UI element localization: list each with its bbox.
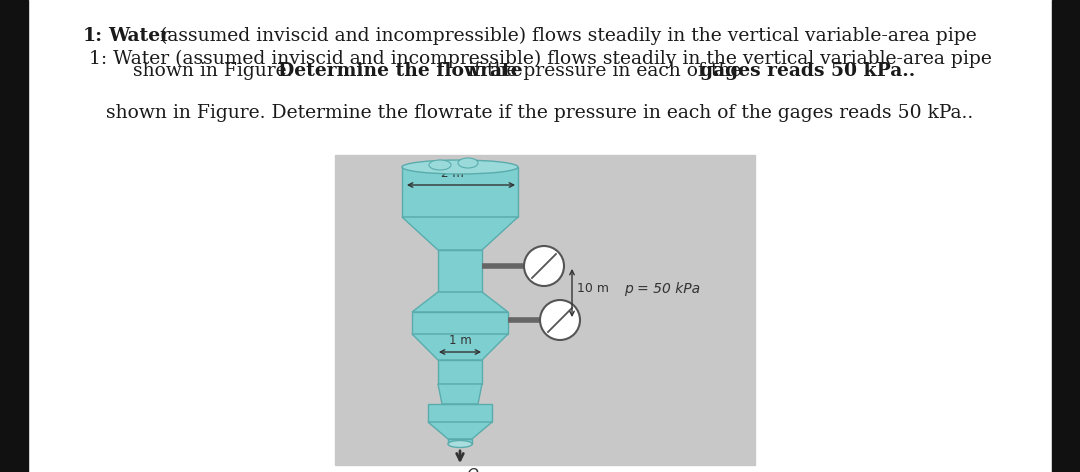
Polygon shape (428, 404, 492, 422)
Text: shown in Figure. Determine the flowrate if the pressure in each of the gages rea: shown in Figure. Determine the flowrate … (106, 104, 974, 122)
Text: (assumed inviscid and incompressible) flows steadily in the vertical variable-ar: (assumed inviscid and incompressible) fl… (160, 27, 976, 45)
Text: shown in Figure.: shown in Figure. (133, 62, 293, 80)
Bar (1052, 0, 1080, 472)
Ellipse shape (458, 158, 478, 168)
Ellipse shape (402, 160, 518, 174)
Circle shape (524, 246, 564, 286)
Ellipse shape (429, 160, 451, 170)
Bar (335, 155, 755, 465)
Circle shape (540, 300, 580, 340)
Text: Determine the flowrate: Determine the flowrate (278, 62, 523, 80)
Polygon shape (411, 292, 508, 312)
Polygon shape (428, 422, 492, 439)
Text: p = 50 kPa: p = 50 kPa (624, 282, 700, 296)
Polygon shape (438, 384, 482, 404)
Polygon shape (411, 312, 508, 334)
Text: 10 m: 10 m (577, 283, 609, 295)
Polygon shape (438, 250, 482, 292)
Polygon shape (448, 439, 472, 444)
Text: 1:: 1: (83, 27, 103, 45)
Polygon shape (438, 360, 482, 384)
Text: Q: Q (465, 468, 478, 472)
Bar (0, 0, 28, 472)
Ellipse shape (448, 440, 472, 447)
Polygon shape (411, 334, 508, 360)
Polygon shape (402, 167, 518, 217)
Text: Water: Water (108, 27, 170, 45)
Text: gages reads 50 kPa..: gages reads 50 kPa.. (700, 62, 915, 80)
Text: if the pressure in each of the: if the pressure in each of the (468, 62, 741, 80)
Text: 2 m: 2 m (441, 167, 463, 180)
Text: 1 m: 1 m (448, 334, 471, 347)
Polygon shape (402, 217, 518, 250)
Text: 1: Water (assumed inviscid and incompressible) flows steadily in the vertical va: 1: Water (assumed inviscid and incompres… (89, 50, 991, 68)
